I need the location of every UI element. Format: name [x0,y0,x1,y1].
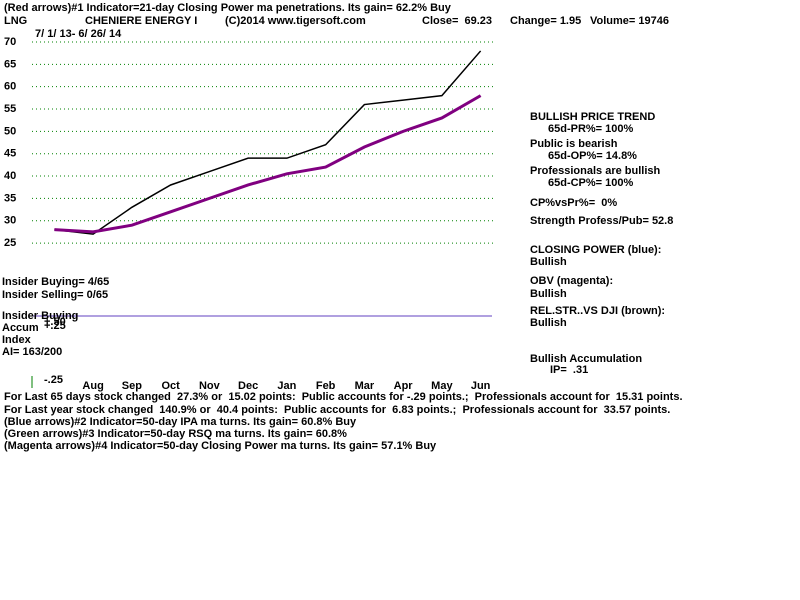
y-tick-label: 70 [4,36,16,48]
y-tick-label: 30 [4,215,16,227]
x-tick-label: Jan [277,380,296,392]
annotation: Insider Selling= 0/65 [2,289,108,301]
annotation: Close= 69.23 [422,15,492,27]
annotation: (Magenta arrows)#4 Indicator=50-day Clos… [4,440,437,452]
annotation: Volume= 19746 [590,15,669,27]
annotation: 65d-OP%= 14.8% [548,150,637,162]
annotation: REL.STR..VS DJI (brown): [530,305,665,317]
annotation: Bullish Accumulation [530,353,642,365]
annotation: BULLISH PRICE TREND [530,111,655,123]
annotation: (Green arrows)#3 Indicator=50-day RSQ ma… [4,428,347,440]
y-tick-label: 60 [4,81,16,93]
x-tick-label: May [431,380,453,392]
y-tick-label: 35 [4,192,16,204]
annotation: CLOSING POWER (blue): [530,244,661,256]
annotation: Accum [2,322,39,334]
annotation: For Last 65 days stock changed 27.3% or … [4,391,683,403]
x-tick-label: Sep [122,380,142,392]
annotation: +.50 [44,316,66,328]
annotation: +.25 [44,320,66,332]
annotation: CHENIERE ENERGY I [85,15,197,27]
series-line [54,94,482,234]
series-line [54,50,482,235]
annotation: OBV (magenta): [530,275,613,287]
annotation: LNG [4,15,27,27]
annotation: Strength Profess/Pub= 52.8 [530,215,673,227]
annotation: Public is bearish [530,138,618,150]
annotation: 65d-PR%= 100% [548,123,634,135]
annotation: Insider Buying [2,310,78,322]
annotation: Insider Buying= 4/65 [2,276,109,288]
annotation: Index [2,334,32,346]
y-tick-label: 50 [4,125,16,137]
x-tick-label: Aug [82,380,103,392]
annotation: AI= 163/200 [2,346,62,358]
annotation: Bullish [530,288,567,300]
annotation: (C)2014 www.tigersoft.com [225,15,366,27]
annotation: Bullish [530,256,567,268]
annotation: Professionals are bullish [530,165,660,177]
annotation: IP= .31 [550,364,588,376]
x-tick-label: Nov [199,380,221,392]
y-tick-label: 40 [4,170,16,182]
y-tick-label: 65 [4,58,16,70]
x-tick-label: Jun [471,380,491,392]
y-tick-label: 45 [4,148,16,160]
annotation: -.25 [44,374,63,386]
annotation: Bullish [530,317,567,329]
y-tick-label: 55 [4,103,16,115]
x-tick-label: Oct [161,380,180,392]
annotation: Change= 1.95 [510,15,581,27]
x-tick-label: Dec [238,380,258,392]
annotation: For Last year stock changed 140.9% or 40… [4,404,670,416]
annotation: 65d-CP%= 100% [548,177,634,189]
annotation: 7/ 1/ 13- 6/ 26/ 14 [35,28,122,40]
x-tick-label: Feb [316,380,336,392]
y-tick-label: 25 [4,237,16,249]
annotation: CP%vsPr%= 0% [530,197,617,209]
annotation: (Red arrows)#1 Indicator=21-day Closing … [4,2,452,14]
x-tick-label: Apr [394,380,414,392]
x-tick-label: Mar [355,380,375,392]
annotation: (Blue arrows)#2 Indicator=50-day IPA ma … [4,416,357,428]
